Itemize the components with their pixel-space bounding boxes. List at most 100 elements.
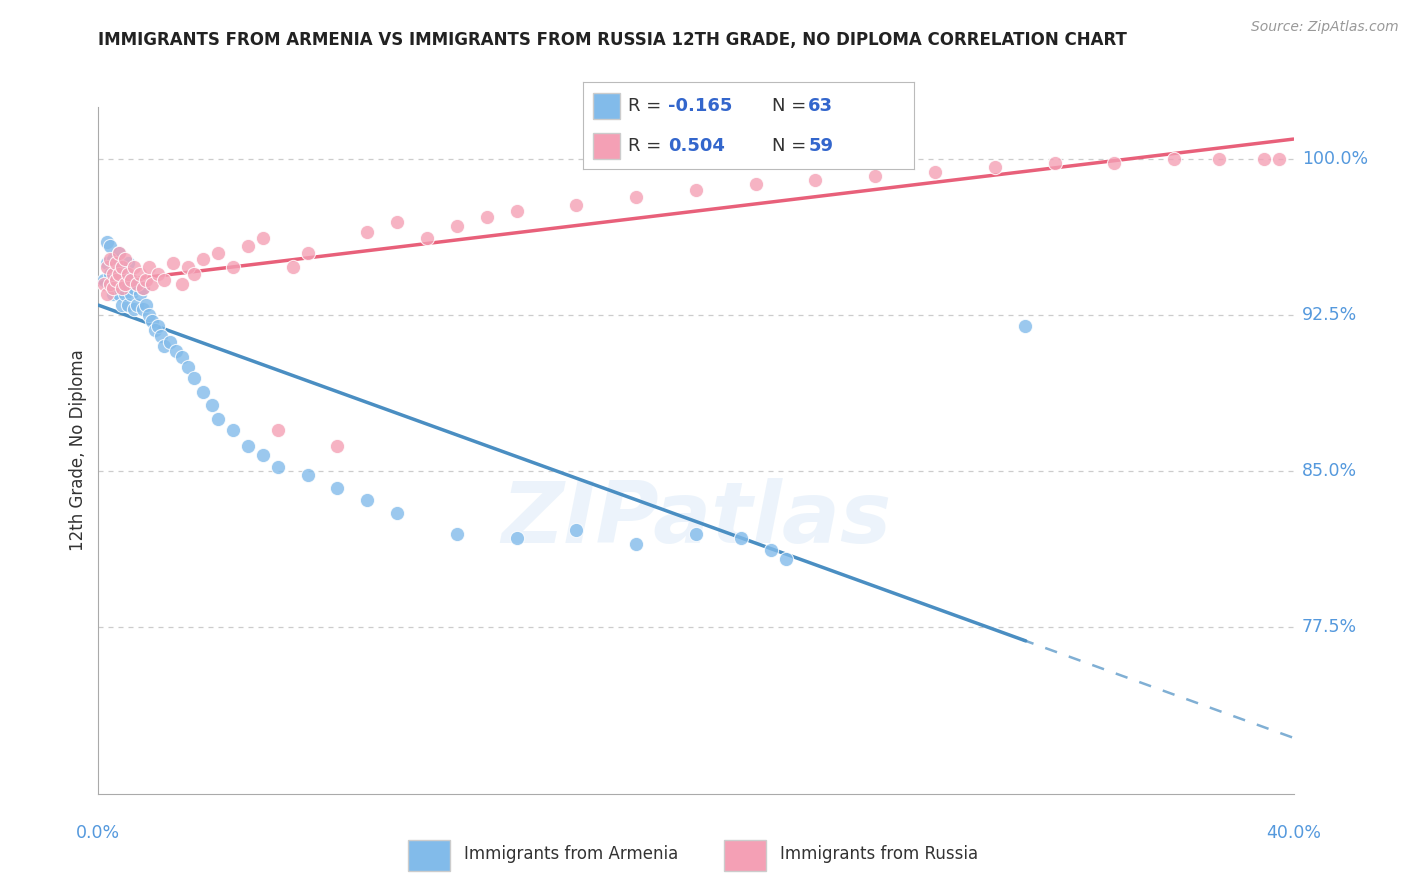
Point xyxy=(141,277,163,291)
Point xyxy=(98,277,122,291)
Point xyxy=(114,267,136,281)
Point xyxy=(111,277,134,291)
Point xyxy=(745,177,768,191)
Point xyxy=(124,260,146,275)
Point xyxy=(108,267,131,281)
Point xyxy=(759,543,782,558)
Point xyxy=(124,301,146,316)
Point xyxy=(267,460,290,475)
Point xyxy=(132,281,155,295)
Point xyxy=(475,211,498,225)
Point xyxy=(117,298,139,312)
Point xyxy=(105,273,128,287)
Point xyxy=(252,231,274,245)
Point xyxy=(96,256,118,270)
Text: 92.5%: 92.5% xyxy=(1302,306,1357,324)
Point xyxy=(105,281,128,295)
Point xyxy=(267,423,290,437)
Point xyxy=(138,260,160,275)
Point xyxy=(446,219,468,233)
Point xyxy=(108,245,131,260)
Point xyxy=(506,204,529,219)
Point xyxy=(153,339,176,353)
Point xyxy=(356,493,378,508)
Text: ZIPatlas: ZIPatlas xyxy=(501,477,891,561)
Point xyxy=(222,423,245,437)
Point xyxy=(1043,156,1066,170)
Point xyxy=(103,267,125,281)
Point xyxy=(105,273,128,287)
Point xyxy=(135,273,157,287)
Point xyxy=(98,267,122,281)
Text: Immigrants from Armenia: Immigrants from Armenia xyxy=(464,845,678,863)
Point xyxy=(153,273,176,287)
Point xyxy=(96,260,118,275)
Text: 63: 63 xyxy=(808,96,834,115)
Point xyxy=(108,267,131,281)
Point xyxy=(135,298,157,312)
Point xyxy=(108,245,131,260)
Point xyxy=(117,256,139,270)
Text: 0.504: 0.504 xyxy=(668,136,724,155)
Point xyxy=(1267,152,1289,166)
Point xyxy=(207,412,229,426)
Point xyxy=(356,225,378,239)
Y-axis label: 12th Grade, No Diploma: 12th Grade, No Diploma xyxy=(69,350,87,551)
Point xyxy=(685,526,707,541)
FancyBboxPatch shape xyxy=(724,839,766,871)
Point xyxy=(127,277,149,291)
Point xyxy=(172,350,194,364)
Point xyxy=(177,360,200,375)
Text: N =: N = xyxy=(772,96,811,115)
Point xyxy=(103,287,125,301)
Point xyxy=(222,260,245,275)
Point xyxy=(111,298,134,312)
Point xyxy=(207,245,229,260)
Text: IMMIGRANTS FROM ARMENIA VS IMMIGRANTS FROM RUSSIA 12TH GRADE, NO DIPLOMA CORRELA: IMMIGRANTS FROM ARMENIA VS IMMIGRANTS FR… xyxy=(98,31,1128,49)
Point xyxy=(93,277,115,291)
Point xyxy=(148,267,170,281)
Point xyxy=(236,439,259,453)
Point xyxy=(565,523,588,537)
Text: 85.0%: 85.0% xyxy=(1302,462,1357,480)
Point xyxy=(114,277,136,291)
Text: N =: N = xyxy=(772,136,811,155)
Text: 59: 59 xyxy=(808,136,834,155)
Point xyxy=(138,308,160,322)
Text: 77.5%: 77.5% xyxy=(1302,618,1357,636)
Point xyxy=(105,260,128,275)
Point xyxy=(98,239,122,253)
Point xyxy=(129,267,152,281)
Point xyxy=(236,239,259,253)
Point xyxy=(191,252,214,266)
Text: R =: R = xyxy=(628,96,666,115)
Point xyxy=(804,173,827,187)
Point xyxy=(1104,156,1126,170)
Point xyxy=(129,287,152,301)
Text: R =: R = xyxy=(628,136,666,155)
Point xyxy=(506,531,529,545)
Point xyxy=(297,245,319,260)
Point xyxy=(103,252,125,266)
Point xyxy=(103,277,125,291)
Point xyxy=(177,260,200,275)
Text: 0.0%: 0.0% xyxy=(76,824,121,842)
Point xyxy=(127,298,149,312)
Text: 100.0%: 100.0% xyxy=(1302,150,1368,168)
Point xyxy=(1253,152,1275,166)
Point xyxy=(108,287,131,301)
Point xyxy=(1163,152,1185,166)
Point xyxy=(1014,318,1036,333)
Point xyxy=(165,343,187,358)
Point xyxy=(385,214,409,228)
Point xyxy=(565,198,588,212)
Point xyxy=(183,267,205,281)
Point xyxy=(105,256,128,270)
Point xyxy=(114,287,136,301)
Point xyxy=(127,277,149,291)
Point xyxy=(117,277,139,291)
Point xyxy=(297,468,319,483)
Point xyxy=(96,287,118,301)
Point xyxy=(162,256,184,270)
Point xyxy=(120,273,142,287)
